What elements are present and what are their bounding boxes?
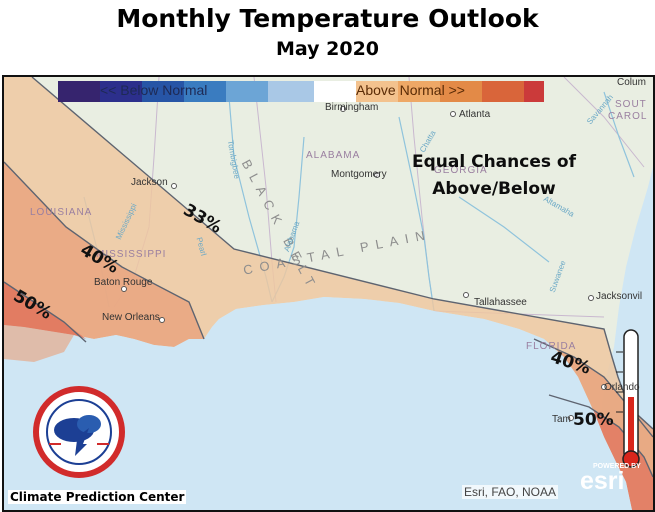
state-louisiana: LOUISIANA [30,207,93,218]
city-baton-rouge: Baton Rouge [94,277,153,288]
city-columbia: Colum [617,77,646,88]
thermometer-icon [616,329,640,468]
city-markers [121,106,607,421]
city-jackson: Jackson [131,177,168,188]
outlook-50-east-label: 50% [573,410,614,430]
legend-bar [58,81,544,102]
powered-by-label: POWERED BY [593,463,641,470]
legend-swatch [226,81,268,102]
legend-swatch [356,81,398,102]
city-birmingham: Birmingham [325,102,379,113]
equal-chances-line-1: Equal Chances of [412,152,576,172]
legend-swatch [482,81,524,102]
legend-above-label: Above Normal >> [356,82,465,98]
state-mississippi: MISSISSIPPI [96,249,167,260]
page-title: Monthly Temperature Outlook [116,4,539,33]
city-orlando: Orlando [604,382,640,393]
city-tallahassee: Tallahassee [474,297,527,308]
city-montgomery: Montgomery [331,169,387,180]
state-south-carolina-1: SOUT [615,99,647,110]
city-atlanta: Atlanta [459,109,491,120]
legend-swatch [314,81,356,102]
legend-swatch [524,81,544,102]
city-jacksonville: Jacksonvil [596,291,643,302]
delta-marsh [4,325,74,362]
agency-label: Climate Prediction Center [8,490,187,504]
equal-chances-line-2: Above/Below [432,179,556,199]
legend-swatch [100,81,142,102]
equal-chances-label: Equal Chances of Above/Below [399,149,589,203]
city-tampa: Tam [552,414,571,425]
above-50-region-east[interactable] [549,395,653,510]
above-33-region[interactable] [4,77,653,510]
map-canvas[interactable] [4,77,653,510]
legend-swatch [142,81,184,102]
nws-logo [33,386,125,478]
legend-swatch [58,81,100,102]
city-new-orleans: New Orleans [102,312,160,323]
map-credit[interactable]: Esri, FAO, NOAA [462,485,559,499]
legend-swatch [268,81,314,102]
legend-below-label: << Below Normal [100,82,208,98]
state-alabama: ALABAMA [306,150,361,161]
gulf-water-overlay [4,297,632,510]
map-frame[interactable]: << Below Normal Above Normal >> Birmingh… [2,75,655,512]
esri-logo[interactable]: esri [580,467,625,495]
state-georgia: GEORGIA [434,165,488,176]
state-florida: FLORIDA [526,341,577,352]
legend-swatch [184,81,226,102]
legend-swatch [398,81,440,102]
state-south-carolina-2: CAROL [608,111,648,122]
legend-swatch [440,81,482,102]
page-subtitle: May 2020 [275,38,380,60]
